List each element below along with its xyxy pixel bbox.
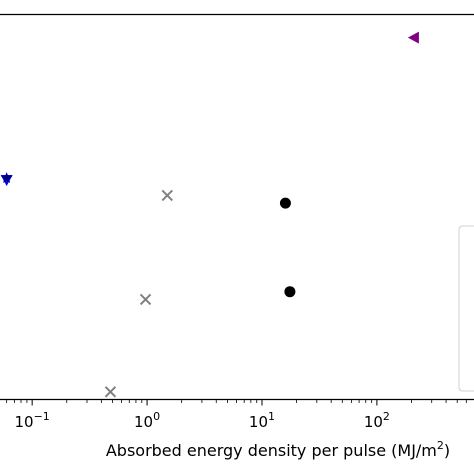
triangle-left-marker: [407, 31, 419, 44]
x-major-ticks: [31, 399, 378, 406]
x-axis-label-suffix: ): [444, 441, 450, 460]
x-marker: [104, 386, 117, 398]
x-tick-label: 100: [134, 410, 160, 431]
x-tick-label: 101: [249, 410, 275, 431]
data-markers: [0, 31, 419, 398]
x-minor-ticks: [6, 399, 467, 403]
x-axis-label-superscript: 2: [437, 439, 444, 452]
circle-marker: [284, 286, 296, 298]
x-tick-label: 102: [364, 410, 390, 431]
x-axis-label: Absorbed energy density per pulse (MJ/m2…: [106, 439, 450, 460]
x-tick-labels: 10−1 100 101 102: [15, 410, 390, 431]
legend-box: [458, 225, 474, 392]
x-marker: [161, 189, 174, 202]
x-axis-label-text: Absorbed energy density per pulse (MJ/m: [106, 441, 437, 460]
legend-frame: [458, 225, 474, 392]
x-marker: [139, 293, 152, 306]
circle-marker: [279, 197, 291, 209]
axes-frame: [0, 13, 474, 401]
x-tick-label: 10−1: [15, 410, 50, 431]
star-marker: [0, 172, 13, 183]
